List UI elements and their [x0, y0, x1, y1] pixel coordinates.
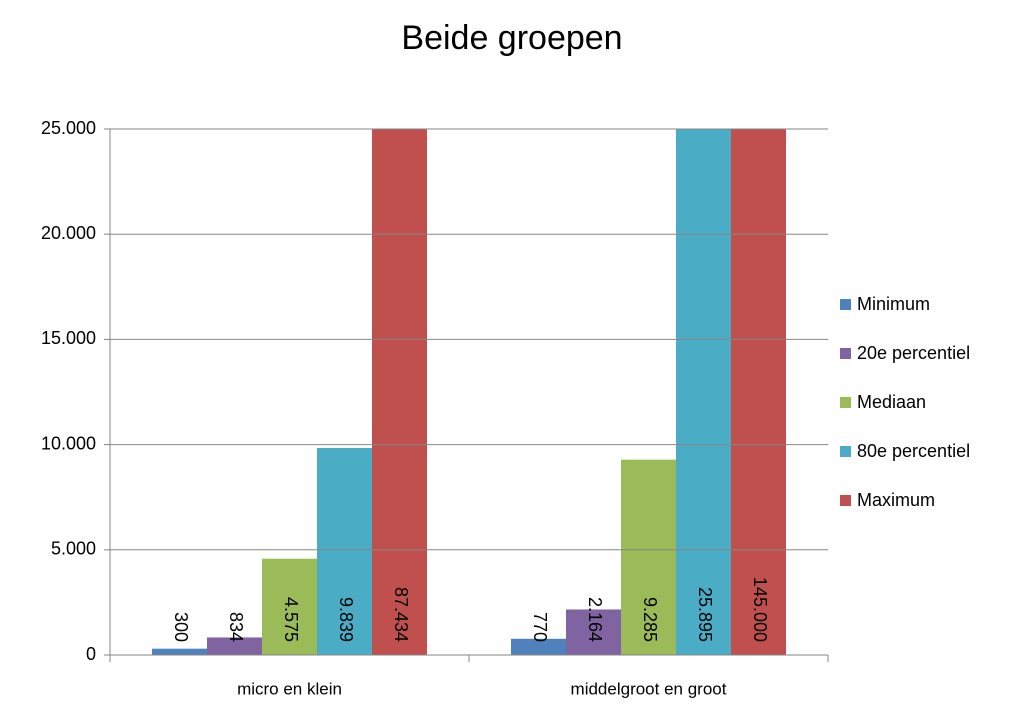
data-label: 9.839	[336, 597, 356, 642]
legend-label: Minimum	[857, 294, 930, 314]
y-tick-label: 5.000	[51, 539, 96, 559]
legend-swatch	[840, 299, 851, 310]
data-label: 300	[171, 612, 191, 642]
y-tick-label: 25.000	[41, 118, 96, 138]
data-label: 834	[226, 612, 246, 642]
y-tick-label: 15.000	[41, 328, 96, 348]
bar	[152, 648, 207, 655]
x-tick-label: micro en klein	[237, 679, 342, 698]
legend-swatch	[840, 397, 851, 408]
legend-swatch	[840, 348, 851, 359]
legend-label: 20e percentiel	[857, 343, 970, 363]
bar	[731, 129, 786, 655]
legend-label: Maximum	[857, 490, 935, 510]
chart-title: Beide groepen	[401, 19, 622, 57]
bar	[511, 638, 566, 655]
data-label: 25.895	[695, 587, 715, 642]
bar	[207, 637, 262, 655]
y-tick-label: 20.000	[41, 223, 96, 243]
bar	[676, 129, 731, 655]
legend-label: 80e percentiel	[857, 441, 970, 461]
bar	[621, 459, 676, 655]
data-label: 2.164	[585, 597, 605, 642]
y-tick-label: 10.000	[41, 433, 96, 453]
y-tick-label: 0	[86, 644, 96, 664]
plot-area	[152, 129, 786, 655]
data-label: 770	[530, 612, 550, 642]
data-label: 87.434	[391, 587, 411, 642]
data-label: 9.285	[640, 597, 660, 642]
data-label: 145.000	[750, 577, 770, 642]
x-tick-label: middelgroot en groot	[571, 679, 727, 698]
legend-swatch	[840, 446, 851, 457]
legend-label: Mediaan	[857, 392, 926, 412]
bar	[372, 129, 427, 655]
bar	[317, 447, 372, 655]
data-label: 4.575	[281, 597, 301, 642]
bar	[566, 609, 621, 655]
legend-swatch	[840, 495, 851, 506]
bar	[262, 558, 317, 655]
